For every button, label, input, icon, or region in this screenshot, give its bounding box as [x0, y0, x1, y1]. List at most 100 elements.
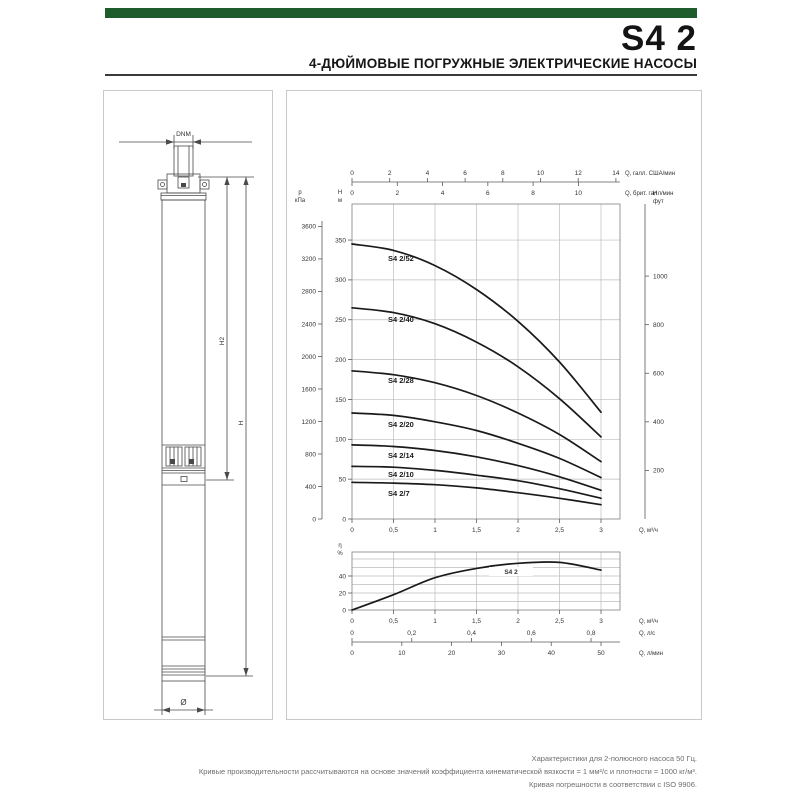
head-m-tick: 0 [342, 516, 346, 523]
eff-curve [351, 561, 602, 611]
usgpm-tick: 14 [612, 170, 620, 177]
h2-label: H2 [219, 336, 226, 345]
axis-unit-label: кПа [295, 198, 306, 204]
impgpm-tick: 4 [441, 190, 445, 197]
head-m-tick: 100 [335, 437, 346, 444]
q-lmin-tick: 40 [548, 650, 556, 657]
eff-tick: 40 [339, 573, 347, 580]
head-m-tick: 350 [335, 237, 346, 244]
q-m3h-tick: 0 [350, 618, 354, 625]
ft-tick: 600 [653, 371, 664, 378]
q-ls-tick: 0,6 [527, 630, 536, 637]
impgpm-tick: 6 [486, 190, 490, 197]
q-m3h-tick: 1,5 [472, 618, 481, 625]
usgpm-tick: 8 [501, 170, 505, 177]
eff-curve-label: S4 2 [504, 569, 518, 576]
diameter-label: Ø [180, 698, 186, 707]
kpa-tick: 2800 [302, 289, 317, 296]
curve-s4-2-28 [351, 369, 602, 463]
dim-arrow [162, 707, 170, 713]
kpa-tick: 3200 [302, 256, 317, 263]
eff-chart-border [351, 551, 621, 611]
impgpm-tick: 0 [350, 190, 354, 197]
kpa-tick: 800 [305, 451, 316, 458]
axis-unit-label: H [338, 190, 342, 196]
dnm-label: DNM [176, 131, 191, 138]
q-ls-tick: 0,8 [587, 630, 596, 637]
impgpm-tick: 8 [531, 190, 535, 197]
axis-unit-label: H [653, 191, 657, 197]
head-m-tick: 200 [335, 357, 346, 364]
curve-s4-2-52 [351, 243, 602, 414]
q-m3h-tick: 2,5 [555, 527, 564, 534]
q-m3h-tick: 1,5 [472, 527, 481, 534]
footer-notes: Характеристики для 2-полюсного насоса 50… [105, 752, 697, 791]
pump-dimension-labels: DNM H2 H Ø [176, 131, 245, 707]
ft-tick: 400 [653, 419, 664, 426]
kpa-tick: 3600 [302, 224, 317, 231]
q-ls-tick: 0 [350, 630, 354, 637]
head-m-tick: 50 [339, 476, 347, 483]
axis-unit-label: η [338, 543, 341, 549]
axis-unit-label: м [338, 198, 342, 204]
head-m-tick: 250 [335, 317, 346, 324]
footer-note: Кривая погрешности в соответствии с ISO … [529, 780, 697, 789]
ft-tick: 200 [653, 468, 664, 475]
eff-chart-axis-labels: 0 20 40 η% 0 0,5 1 1,5 2 2,5 3 Q, м³/ч 0 0,2 0,4 0,6 0,8… [337, 543, 663, 657]
curve-s4-2-14 [351, 444, 602, 492]
eff-curve-label-bg [489, 567, 533, 576]
dim-arrow [197, 707, 205, 713]
footer-note: Кривые производительности рассчитываются… [198, 767, 697, 776]
q-lmin-tick: 50 [597, 650, 605, 657]
impgpm-tick: 10 [575, 190, 583, 197]
h-label: H [238, 420, 245, 425]
usgpm-tick: 10 [537, 170, 545, 177]
q-ls-tick: 0,2 [407, 630, 416, 637]
q-ls-tick: 0,4 [467, 630, 476, 637]
impgpm-axis-label: Q, брит. галл/мин [625, 191, 673, 197]
usgpm-tick: 6 [463, 170, 467, 177]
q-m3h-axis-label: Q, м³/ч [639, 619, 658, 625]
dim-arrow [224, 177, 230, 185]
dim-arrow [243, 177, 249, 185]
q-m3h-tick: 3 [599, 618, 603, 625]
q-m3h-tick: 1 [433, 618, 437, 625]
usgpm-tick: 4 [426, 170, 430, 177]
pump-strainer [162, 444, 205, 467]
header-divider [105, 74, 697, 76]
usgpm-tick: 2 [388, 170, 392, 177]
q-m3h-axis-label: Q, м³/ч [639, 528, 658, 534]
main-chart-border [351, 203, 621, 520]
curve-label: S4 2/52 [388, 254, 414, 263]
axis-unit-label: фут [653, 199, 664, 205]
performance-charts: 050100150200250300350Hм04008001200160020… [295, 170, 675, 657]
eff-chart-axes [348, 575, 620, 646]
q-lmin-tick: 30 [498, 650, 506, 657]
curve-s4-2-7 [351, 481, 602, 506]
dim-arrow [243, 668, 249, 676]
main-chart-axes [318, 178, 649, 523]
curve-s4-2-10 [351, 465, 602, 500]
q-m3h-tick: 0,5 [389, 618, 398, 625]
kpa-tick: 1600 [302, 386, 317, 393]
q-ls-axis-label: Q, л/с [639, 631, 655, 637]
usgpm-tick: 12 [575, 170, 583, 177]
curve-label: S4 2/20 [388, 420, 414, 429]
q-m3h-tick: 2,5 [555, 618, 564, 625]
eff-tick: 20 [339, 590, 347, 597]
pump-discharge-pipe [173, 145, 194, 177]
q-lmin-tick: 0 [350, 650, 354, 657]
curve-label: S4 2/10 [388, 470, 414, 479]
curve-s4-2-20 [351, 412, 602, 479]
eff-chart-grid [352, 552, 620, 610]
footer-note: Характеристики для 2-полюсного насоса 50… [531, 754, 697, 763]
q-lmin-tick: 20 [448, 650, 456, 657]
pump-drawing-panel: DNM H2 H Ø [103, 90, 273, 720]
kpa-tick: 2000 [302, 354, 317, 361]
q-m3h-tick: 0,5 [389, 527, 398, 534]
page-title: S4 2 [621, 19, 697, 58]
head-m-tick: 300 [335, 277, 346, 284]
axis-unit-label: p [298, 190, 302, 196]
